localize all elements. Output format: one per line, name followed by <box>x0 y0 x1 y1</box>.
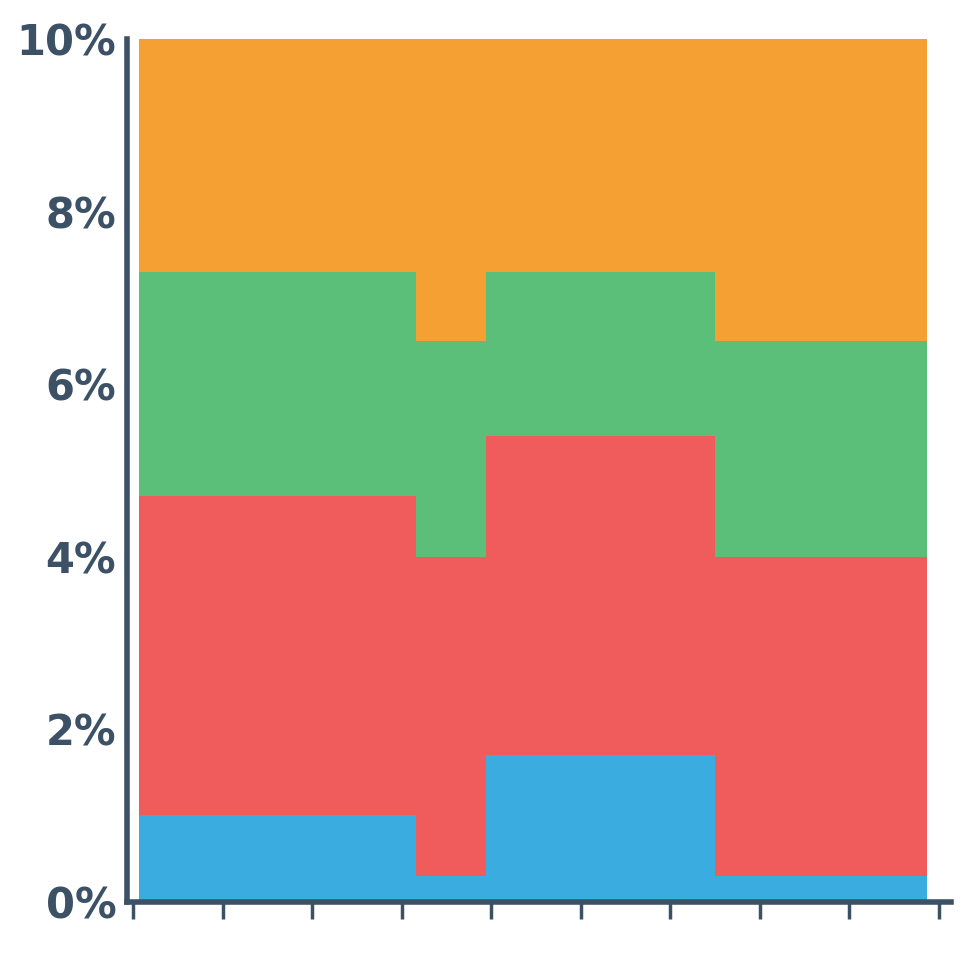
Bar <box>715 39 927 341</box>
Bar <box>715 876 927 902</box>
Bar <box>139 39 468 272</box>
Bar <box>486 39 815 272</box>
Bar <box>416 39 533 341</box>
Bar <box>715 557 927 876</box>
Bar <box>486 436 815 755</box>
Bar <box>416 876 533 902</box>
Bar <box>416 557 533 876</box>
Bar <box>715 341 927 557</box>
Bar <box>486 272 815 436</box>
Bar <box>486 755 815 902</box>
Bar <box>139 496 468 815</box>
Bar <box>416 341 533 557</box>
Bar <box>139 272 468 496</box>
Bar <box>139 815 468 902</box>
